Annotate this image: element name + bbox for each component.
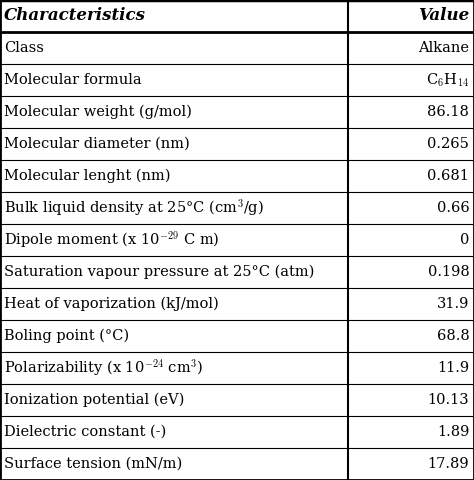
- Text: Ionization potential (eV): Ionization potential (eV): [4, 393, 184, 407]
- Text: Bulk liquid density at 25°C (cm$^3$/g): Bulk liquid density at 25°C (cm$^3$/g): [4, 198, 264, 218]
- Text: C$_6$H$_{14}$: C$_6$H$_{14}$: [426, 71, 469, 89]
- Text: Dielectric constant (-): Dielectric constant (-): [4, 425, 166, 439]
- Text: 1.89: 1.89: [437, 425, 469, 439]
- Text: 0.198: 0.198: [428, 265, 469, 279]
- Text: Molecular diameter (nm): Molecular diameter (nm): [4, 137, 190, 151]
- Text: Dipole moment (x 10$^{-29}$ C m): Dipole moment (x 10$^{-29}$ C m): [4, 229, 219, 251]
- Text: Molecular lenght (nm): Molecular lenght (nm): [4, 169, 170, 183]
- Text: Characteristics: Characteristics: [4, 8, 146, 24]
- Text: Saturation vapour pressure at 25°C (atm): Saturation vapour pressure at 25°C (atm): [4, 265, 314, 279]
- Text: 0: 0: [460, 233, 469, 247]
- Text: 68.8: 68.8: [437, 329, 469, 343]
- Text: 0.681: 0.681: [428, 169, 469, 183]
- Text: Surface tension (mN/m): Surface tension (mN/m): [4, 457, 182, 471]
- Text: Molecular weight (g/mol): Molecular weight (g/mol): [4, 105, 191, 119]
- Text: 10.13: 10.13: [428, 393, 469, 407]
- Text: 11.9: 11.9: [437, 361, 469, 375]
- Text: Polarizability (x 10$^{-24}$ cm$^3$): Polarizability (x 10$^{-24}$ cm$^3$): [4, 358, 203, 378]
- Text: Molecular formula: Molecular formula: [4, 73, 141, 87]
- Text: 0.66: 0.66: [437, 201, 469, 215]
- Text: Class: Class: [4, 41, 44, 55]
- Text: 86.18: 86.18: [428, 105, 469, 119]
- Text: 17.89: 17.89: [428, 457, 469, 471]
- Text: Boling point (°C): Boling point (°C): [4, 329, 129, 343]
- Text: Alkane: Alkane: [418, 41, 469, 55]
- Text: Value: Value: [418, 8, 469, 24]
- Text: Heat of vaporization (kJ/mol): Heat of vaporization (kJ/mol): [4, 297, 219, 311]
- Text: 0.265: 0.265: [428, 137, 469, 151]
- Text: 31.9: 31.9: [437, 297, 469, 311]
